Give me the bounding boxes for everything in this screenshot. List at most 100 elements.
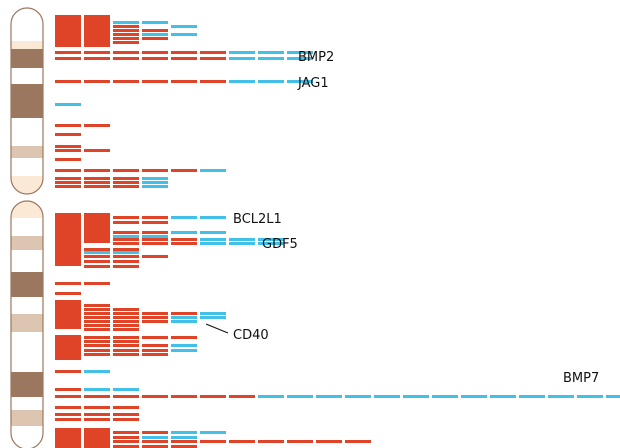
gain-segment [229,80,255,83]
gain-segment [200,242,226,245]
loss-segment [84,344,110,347]
loss-segment [113,312,139,315]
loss-segment [84,353,110,356]
gene-label-bmp7: BMP7 [563,371,599,386]
loss-segment [55,80,81,83]
loss-segment [171,445,197,448]
loss-segment [142,29,168,32]
gain-segment [432,395,458,398]
gain-segment [84,388,110,391]
loss-segment [84,395,110,398]
gene-label-jag1: JAG1 [297,76,329,91]
q-arm-bands [11,201,43,448]
gene-label-bcl2l1: BCL2L1 [233,212,282,227]
chromosome-band [11,176,43,194]
loss-segment [142,336,168,339]
loss-segment [84,320,110,323]
gain-segment [171,25,197,28]
loss-segment [84,312,110,315]
loss-segment [84,185,110,188]
gene-label-cd40: CD40 [233,328,269,343]
chromosome-20 [10,7,44,448]
loss-segment [113,41,139,44]
loss-segment [55,124,81,127]
loss-segment [142,51,168,54]
gain-segment [171,216,197,219]
gain-segment [287,80,313,83]
loss-segment [113,216,139,219]
loss-segment [113,353,139,356]
loss-segment [142,216,168,219]
loss-segment [142,312,168,315]
loss-segment [113,260,139,263]
gain-segment [113,21,139,24]
gain-segment [113,388,139,391]
loss-segment [113,349,139,352]
gain-segment [519,395,545,398]
loss-segment [113,413,139,416]
loss-segment [55,292,81,295]
chromosome-band [11,297,43,314]
loss-segment [142,231,168,234]
gain-segment [200,431,226,434]
chromosome-band [11,158,43,176]
loss-segment [142,445,168,448]
gain-segment [200,169,226,172]
loss-segment [84,177,110,180]
loss-segment [171,238,197,241]
loss-segment [84,316,110,319]
loss-segment [171,57,197,60]
gain-segment [258,80,284,83]
loss-segment [55,282,81,285]
loss-segment [113,51,139,54]
loss-segment [142,395,168,398]
loss-segment [171,51,197,54]
loss-segment [113,25,139,28]
gain-segment [200,216,226,219]
loss-segment [258,440,284,443]
loss-segment [113,29,139,32]
gain-segment [287,51,313,54]
loss-segment [84,340,110,343]
gain-segment [142,21,168,24]
loss-segment [55,213,81,266]
loss-segment [113,418,139,421]
chromosome-band [11,8,43,41]
gain-segment [142,235,168,238]
gain-segment [403,395,429,398]
loss-segment [113,238,139,241]
copy-number-tracks [55,15,620,448]
loss-segment [55,133,81,136]
loss-segment [55,395,81,398]
gain-segment [548,395,574,398]
gain-segment [142,33,168,36]
chromosome-band [11,272,43,297]
gene-labels: BMP2 JAG1 BCL2L1 GDF5 CD40 BMP7 [205,50,599,386]
chromosome-band [11,218,43,236]
loss-segment [55,177,81,180]
gain-segment [84,251,110,254]
loss-segment [142,431,168,434]
gain-segment [258,242,284,245]
loss-segment [84,169,110,172]
gain-segment [142,436,168,439]
chromosome-band [11,68,43,84]
loss-segment [142,255,168,258]
loss-segment [84,428,110,448]
loss-segment [229,395,255,398]
loss-segment [113,177,139,180]
chromosome-band [11,397,43,410]
loss-segment [113,445,139,448]
loss-segment [113,57,139,60]
loss-segment [113,242,139,245]
loss-segment [84,15,110,47]
loss-segment [113,33,139,36]
loss-segment [142,57,168,60]
loss-segment [84,248,110,251]
loss-segment [55,413,81,416]
loss-segment [84,124,110,127]
loss-segment [84,181,110,184]
loss-segment [142,37,168,40]
loss-segment [113,440,139,443]
loss-segment [142,242,168,245]
